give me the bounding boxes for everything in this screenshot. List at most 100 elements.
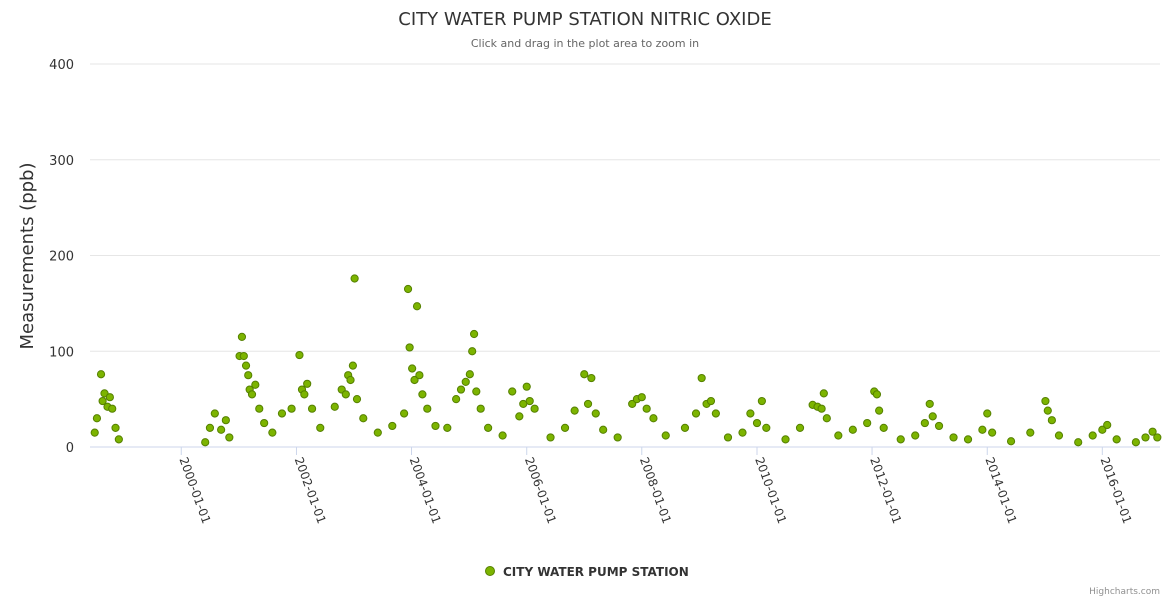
credits-link[interactable]: Highcharts.com	[1089, 587, 1160, 597]
data-point[interactable]	[241, 361, 251, 370]
data-point[interactable]	[108, 404, 117, 413]
data-point[interactable]	[795, 423, 805, 432]
data-point[interactable]	[403, 284, 413, 294]
data-point[interactable]	[244, 371, 253, 380]
data-point[interactable]	[260, 418, 269, 428]
data-point[interactable]	[1043, 406, 1052, 415]
data-point[interactable]	[341, 390, 350, 399]
legend[interactable]: CITY WATER PUMP STATION	[485, 565, 689, 579]
data-point[interactable]	[1047, 416, 1056, 425]
data-point[interactable]	[469, 329, 479, 339]
data-point[interactable]	[978, 425, 987, 434]
data-point[interactable]	[408, 364, 417, 373]
data-point[interactable]	[580, 370, 589, 379]
data-point[interactable]	[546, 433, 555, 442]
data-point[interactable]	[307, 404, 317, 413]
data-point[interactable]	[680, 423, 690, 432]
data-point[interactable]	[583, 399, 593, 409]
data-point[interactable]	[405, 343, 414, 352]
data-point[interactable]	[1141, 433, 1150, 442]
data-point[interactable]	[423, 404, 432, 413]
data-point[interactable]	[1054, 431, 1064, 440]
data-point[interactable]	[400, 409, 409, 418]
data-point[interactable]	[560, 423, 570, 432]
data-point[interactable]	[949, 433, 958, 442]
data-point[interactable]	[963, 435, 973, 444]
data-point[interactable]	[1088, 431, 1097, 440]
data-point[interactable]	[239, 351, 248, 361]
data-point[interactable]	[661, 431, 670, 440]
data-point[interactable]	[515, 412, 524, 421]
data-point[interactable]	[817, 404, 826, 413]
data-point[interactable]	[114, 435, 123, 444]
data-point[interactable]	[98, 396, 107, 406]
data-point[interactable]	[295, 350, 304, 360]
data-point[interactable]	[90, 428, 99, 437]
data-point[interactable]	[781, 435, 790, 444]
data-point[interactable]	[822, 414, 831, 423]
data-point[interactable]	[723, 433, 733, 442]
data-point[interactable]	[251, 380, 260, 389]
data-point[interactable]	[287, 404, 296, 413]
data-point[interactable]	[412, 302, 422, 311]
data-point[interactable]	[834, 431, 843, 440]
data-point[interactable]	[268, 428, 277, 437]
data-point[interactable]	[330, 402, 339, 411]
data-point[interactable]	[205, 423, 215, 432]
data-point[interactable]	[863, 418, 872, 428]
data-point[interactable]	[983, 409, 992, 418]
data-point[interactable]	[96, 370, 106, 379]
data-point[interactable]	[255, 404, 264, 413]
data-point[interactable]	[388, 421, 397, 431]
plot-area[interactable]	[90, 274, 1162, 447]
data-point[interactable]	[587, 373, 596, 383]
data-point[interactable]	[738, 428, 747, 437]
data-point[interactable]	[928, 412, 937, 421]
data-point[interactable]	[316, 423, 325, 432]
data-point[interactable]	[1148, 427, 1157, 436]
data-point[interactable]	[418, 390, 427, 399]
data-point[interactable]	[352, 395, 362, 404]
data-point[interactable]	[105, 393, 114, 402]
data-point[interactable]	[988, 428, 997, 437]
data-point[interactable]	[465, 370, 474, 379]
data-point[interactable]	[1112, 435, 1121, 444]
data-point[interactable]	[277, 409, 287, 418]
data-point[interactable]	[525, 396, 534, 406]
data-point[interactable]	[879, 423, 888, 432]
data-point[interactable]	[570, 406, 579, 415]
data-point[interactable]	[911, 431, 920, 440]
data-point[interactable]	[530, 404, 539, 413]
data-point[interactable]	[1006, 437, 1016, 446]
data-point[interactable]	[461, 377, 470, 386]
data-point[interactable]	[522, 382, 531, 391]
data-point[interactable]	[1041, 396, 1050, 406]
data-point[interactable]	[217, 425, 226, 434]
data-point[interactable]	[925, 399, 934, 409]
data-point[interactable]	[599, 425, 608, 434]
data-point[interactable]	[691, 409, 701, 418]
data-point[interactable]	[1098, 425, 1107, 434]
data-point[interactable]	[359, 414, 368, 423]
data-point[interactable]	[476, 404, 485, 413]
data-point[interactable]	[628, 399, 637, 409]
data-point[interactable]	[410, 375, 419, 385]
data-point[interactable]	[346, 375, 355, 385]
data-point[interactable]	[237, 332, 247, 341]
data-point[interactable]	[752, 418, 762, 428]
data-point[interactable]	[1103, 420, 1112, 430]
data-point[interactable]	[848, 425, 857, 434]
data-point[interactable]	[225, 433, 234, 442]
data-point[interactable]	[875, 406, 884, 415]
data-point[interactable]	[484, 423, 493, 432]
data-point[interactable]	[303, 379, 312, 388]
data-point[interactable]	[373, 428, 382, 437]
data-point[interactable]	[472, 387, 481, 396]
data-point[interactable]	[613, 433, 622, 442]
data-point[interactable]	[350, 274, 359, 283]
data-point[interactable]	[431, 421, 440, 431]
data-point[interactable]	[637, 393, 646, 402]
data-point[interactable]	[642, 404, 651, 413]
data-point[interactable]	[819, 389, 828, 398]
